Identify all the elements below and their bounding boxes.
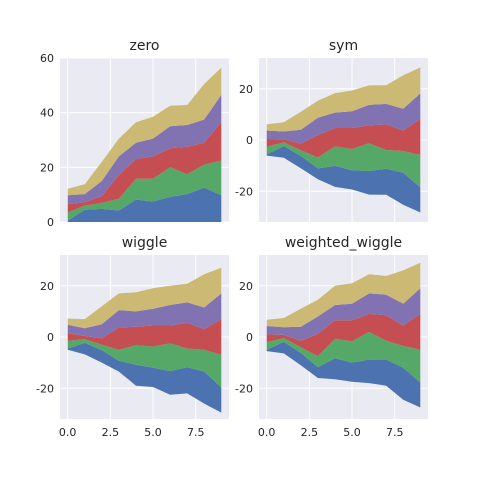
area-layer-4 [266, 288, 421, 341]
area-layer-3 [67, 319, 222, 355]
panel-sym: -20 0 20 sym [235, 38, 428, 222]
area-layer-2 [67, 339, 222, 388]
area-layer-1 [67, 187, 222, 222]
stack-areas [266, 67, 421, 213]
panel-title: weighted_wiggle [285, 235, 402, 251]
area-layer-1 [266, 341, 421, 408]
stack-areas [266, 262, 421, 408]
area-layer-2 [67, 160, 222, 221]
area-layer-5 [266, 262, 421, 328]
y-tick-label: 60 [40, 52, 54, 65]
y-tick-label: 20 [239, 280, 253, 293]
y-tick-label: 0 [47, 331, 54, 344]
panel-title: zero [130, 38, 160, 54]
y-tick-label: 20 [239, 83, 253, 96]
area-layer-5 [266, 67, 421, 132]
y-tick-label: 20 [40, 280, 54, 293]
area-layer-5 [67, 267, 222, 329]
x-tick-label: 2.5 [102, 426, 120, 439]
area-layer-3 [266, 313, 421, 357]
x-tick-label: 7.5 [187, 426, 205, 439]
panel-title: wiggle [122, 235, 168, 251]
y-tick-label: -20 [36, 382, 54, 395]
x-tick-label: 2.5 [301, 426, 319, 439]
area-layer-2 [266, 142, 421, 188]
x-tick-label: 5.0 [343, 426, 361, 439]
y-tick-label: 0 [246, 331, 253, 344]
stack-areas [67, 267, 222, 413]
y-tick-label: 40 [40, 107, 54, 120]
area-layer-1 [266, 146, 421, 213]
stack-areas [67, 67, 222, 222]
x-tick-label: 5.0 [144, 426, 162, 439]
area-layer-2 [266, 331, 421, 383]
area-layer-5 [67, 67, 222, 196]
panel-zero: 0 20 40 60 zero [40, 38, 229, 229]
panel-weighted-wiggle: -20 0 20 0.0 2.5 5.0 7.5 weighted_wiggle [235, 235, 428, 439]
y-tick-label: -20 [235, 382, 253, 395]
area-layer-1 [67, 342, 222, 413]
panel-wiggle: -20 0 20 0.0 2.5 5.0 7.5 wiggle [36, 235, 229, 439]
y-tick-label: 20 [40, 161, 54, 174]
panel-title: sym [329, 38, 358, 54]
area-layer-4 [266, 93, 421, 144]
x-tick-label: 0.0 [59, 426, 77, 439]
area-layer-4 [67, 293, 222, 339]
x-tick-label: 0.0 [258, 426, 276, 439]
area-layer-4 [67, 94, 222, 205]
y-tick-label: -20 [235, 185, 253, 198]
y-tick-label: 0 [47, 216, 54, 229]
y-tick-label: 0 [246, 134, 253, 147]
area-layer-3 [266, 119, 421, 158]
x-tick-label: 7.5 [386, 426, 404, 439]
area-layer-3 [67, 122, 222, 213]
